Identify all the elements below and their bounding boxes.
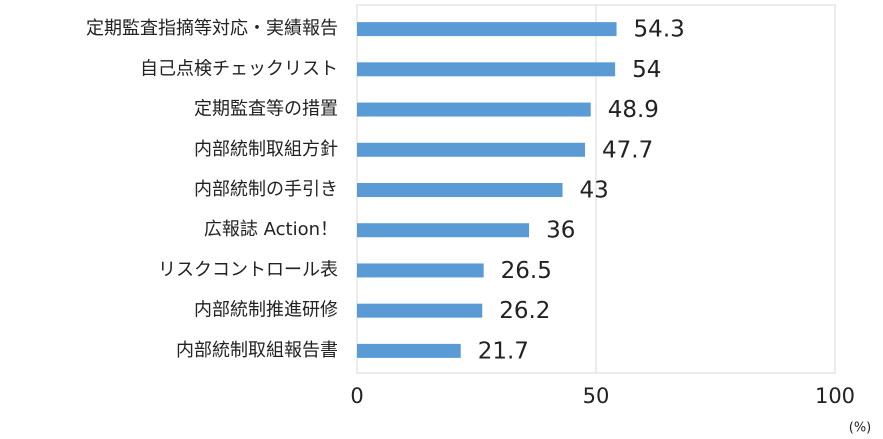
bar (357, 142, 586, 157)
y-tick-label: 内部統制取組報告書 (176, 340, 338, 361)
value-label: 43 (580, 178, 609, 204)
bar (357, 183, 563, 197)
y-tick-label: 広報誌 Action！ (204, 219, 338, 240)
value-label: 54 (632, 57, 661, 83)
x-tick-label: 100 (815, 384, 855, 408)
bar (357, 303, 483, 318)
bar (357, 263, 484, 278)
x-tick-label: 0 (350, 384, 363, 408)
value-label: 48.9 (608, 97, 659, 123)
y-tick-label: 自己点検チェックリスト (140, 58, 338, 79)
bar (357, 62, 616, 77)
value-label: 47.7 (602, 137, 653, 163)
y-tick-label: 定期監査指摘等対応・実績報告 (86, 18, 338, 39)
y-tick-label: 内部統制の手引き (194, 179, 338, 200)
bar (357, 102, 591, 117)
y-tick-label: リスクコントロール表 (158, 259, 338, 280)
value-label: 26.5 (501, 258, 552, 284)
x-tick-label: 50 (583, 384, 610, 408)
value-label: 54.3 (634, 17, 685, 43)
y-tick-label: 内部統制取組方針 (194, 139, 338, 160)
x-axis-label: (%) (849, 421, 872, 436)
y-tick-label: 内部統制推進研修 (194, 300, 338, 321)
value-label: 21.7 (478, 338, 529, 364)
bar (357, 22, 617, 37)
y-tick-label: 定期監査等の措置 (194, 99, 338, 120)
value-label: 26.2 (499, 298, 550, 324)
bar (357, 223, 530, 238)
bar (357, 343, 461, 358)
value-label: 36 (546, 218, 575, 244)
